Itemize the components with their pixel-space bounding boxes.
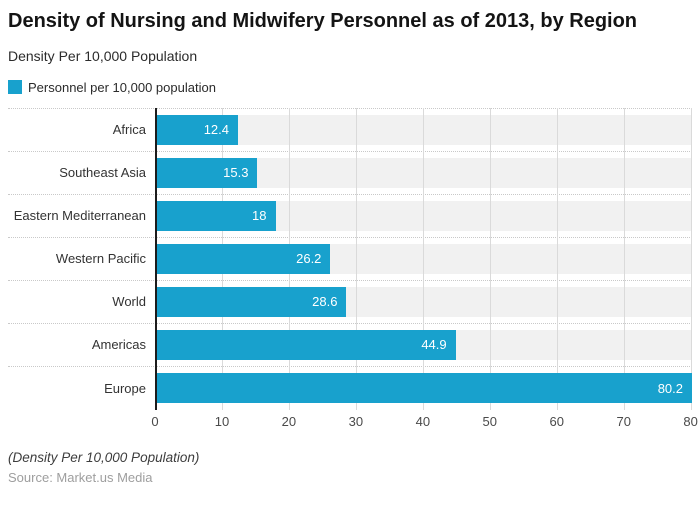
bar-chart: Africa 12.4 Southeast Asia 15.3 Eastern Medi… (8, 107, 692, 410)
bar[interactable]: 18 (155, 200, 276, 231)
bar-track: 18 (155, 200, 692, 231)
x-tick-label: 80 (683, 413, 698, 429)
category-label: Americas (91, 337, 146, 353)
bar[interactable]: 12.4 (155, 114, 239, 145)
bar-track: 28.6 (155, 286, 692, 317)
bar-value-label: 80.2 (657, 380, 683, 396)
chart-card: Density of Nursing and Midwifery Personn… (8, 10, 698, 485)
x-axis: 0 10 20 30 40 50 60 70 80 (151, 413, 698, 438)
bar-value-label: 44.9 (421, 337, 447, 353)
chart-rows: Africa 12.4 Southeast Asia 15.3 Eastern Medi… (8, 107, 692, 410)
legend-label: Personnel per 10,000 population (28, 79, 216, 95)
chart-title: Density of Nursing and Midwifery Personn… (8, 10, 638, 32)
bar-value-label: 28.6 (312, 294, 338, 310)
bar[interactable]: 44.9 (155, 329, 456, 360)
x-tick-label: 30 (348, 413, 364, 429)
x-tick-label: 70 (616, 413, 631, 429)
x-tick-label: 50 (482, 413, 498, 429)
chart-row: Africa 12.4 (8, 109, 692, 152)
category-label: Europe (104, 380, 146, 396)
chart-row: Eastern Mediterranean 18 (8, 195, 692, 238)
chart-subtitle: Density Per 10,000 Population (8, 47, 198, 64)
bar[interactable]: 26.2 (155, 243, 331, 274)
y-axis-line (155, 107, 157, 410)
bar-track: 44.9 (155, 329, 692, 360)
bar-value-label: 26.2 (296, 251, 322, 267)
chart-row: Europe 80.2 (8, 367, 692, 410)
category-label: Southeast Asia (59, 165, 146, 181)
x-tick-label: 40 (415, 413, 431, 429)
x-tick-label: 60 (549, 413, 564, 429)
chart-row: Southeast Asia 15.3 (8, 152, 692, 195)
x-tick-label: 20 (281, 413, 297, 429)
legend-swatch-icon (8, 80, 22, 95)
bar-track: 15.3 (155, 157, 692, 188)
bar-value-label: 12.4 (203, 122, 230, 138)
bar[interactable]: 15.3 (155, 157, 258, 188)
chart-row: Western Pacific 26.2 (8, 238, 692, 281)
bar[interactable]: 80.2 (155, 373, 692, 404)
category-label: Africa (112, 122, 146, 138)
category-label: Western Pacific (55, 251, 146, 267)
category-label: Eastern Mediterranean (13, 208, 146, 224)
bar-track: 80.2 (155, 373, 692, 404)
footnote: (Density Per 10,000 Population) (8, 449, 200, 465)
bar-track: 12.4 (155, 114, 692, 145)
x-tick-label: 0 (151, 413, 159, 429)
bar-track: 26.2 (155, 243, 692, 274)
chart-row: World 28.6 (8, 281, 692, 324)
x-tick-label: 10 (214, 413, 230, 429)
chart-row: Americas 44.9 (8, 324, 692, 367)
bar[interactable]: 28.6 (155, 286, 347, 317)
source-text: Source: Market.us Media (8, 469, 153, 485)
bar-value-label: 18 (252, 208, 267, 224)
category-label: World (112, 294, 146, 310)
bar-value-label: 15.3 (223, 165, 249, 181)
legend: Personnel per 10,000 population (8, 80, 692, 95)
